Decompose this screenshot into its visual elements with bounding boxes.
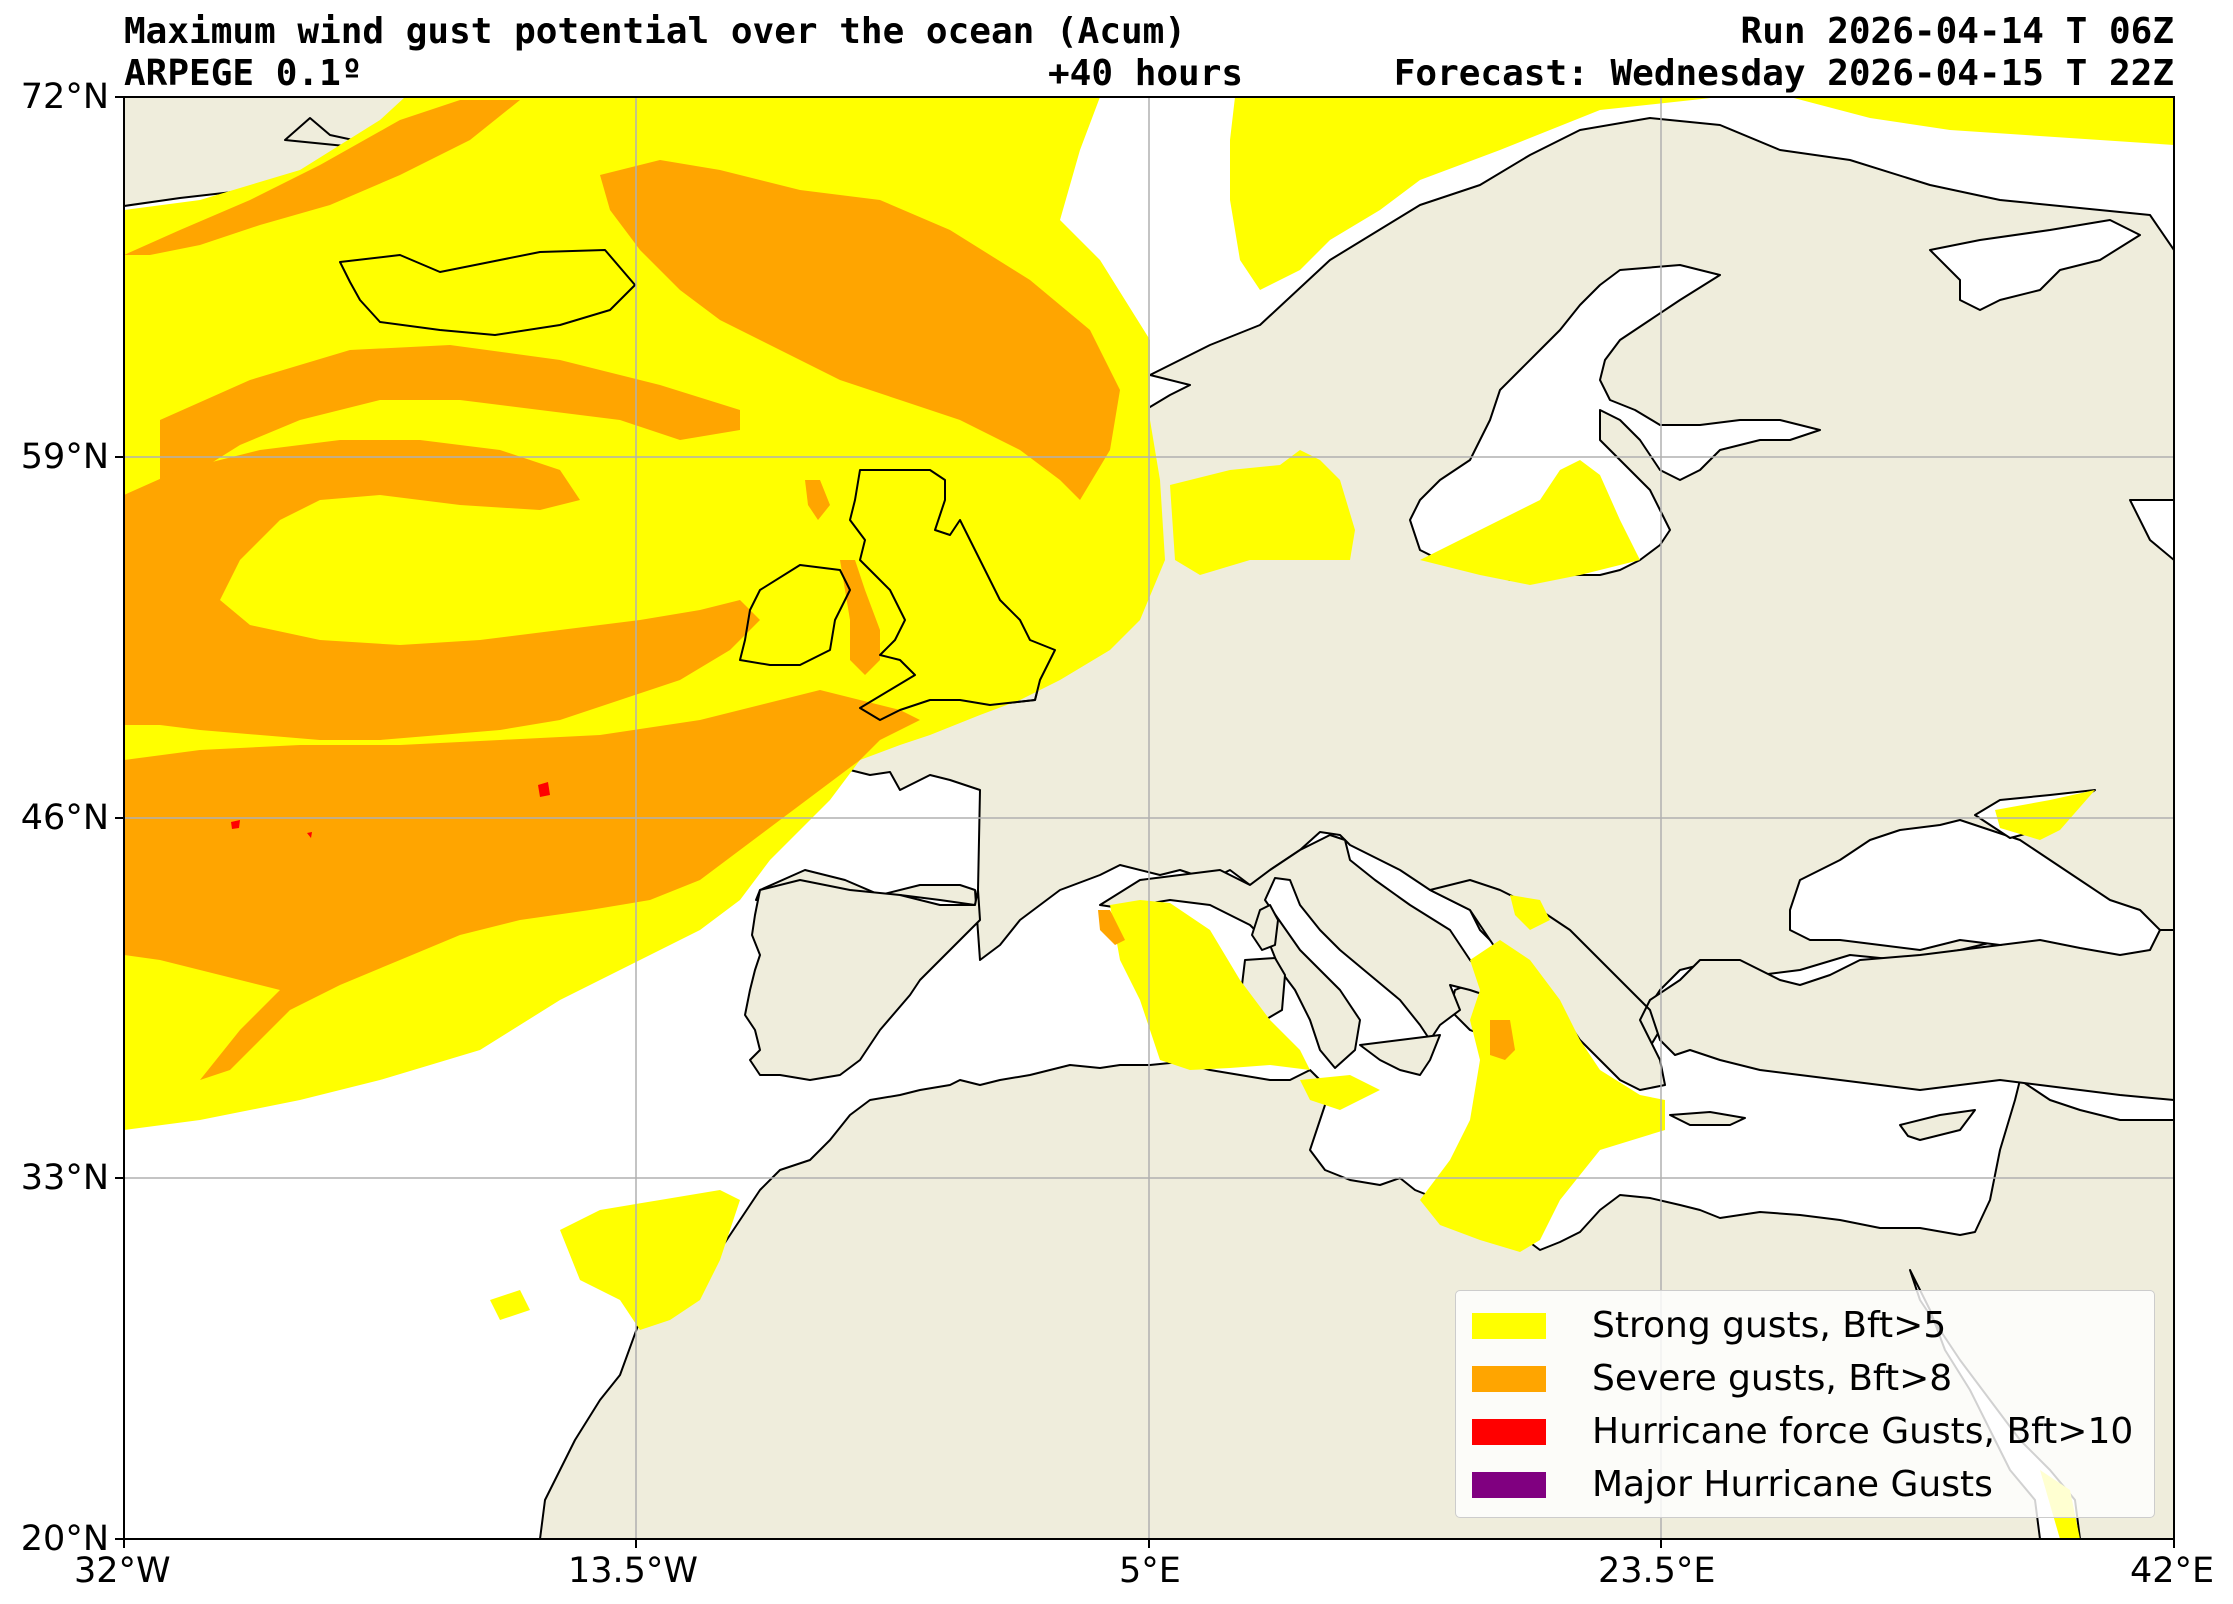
gust-severe-arc-north [124,100,520,255]
gust-strong-norway [1230,97,1720,290]
gust-strong-northeast [1790,97,2174,145]
model-name: ARPEGE 0.1º [124,53,363,94]
gust-severe-south [124,690,920,1080]
gust-strong-canaries [560,1190,740,1330]
lon-label-13-5w: 13.5°W [568,1551,699,1591]
sea-baltic [1409,264,1821,581]
lon-label-42e: 42°E [2130,1551,2215,1591]
lon-label-32w: 32°W [74,1551,171,1591]
gust-strong-baltic [1420,460,1640,585]
gust-strong-north-sea [1170,450,1355,575]
lat-label-72n: 72°N [20,77,109,117]
run-time: Run 2026-04-14 T 06Z [1740,11,2174,52]
land-iberia [744,879,981,1081]
gust-hurricane-patch-1 [538,782,550,797]
sea-caspian-edge [2129,499,2174,561]
gust-strong-tyrrhenian [1110,900,1310,1070]
legend-swatch-strong [1472,1313,1546,1339]
legend-swatch-major-hurricane [1472,1472,1546,1498]
land-crete [1669,1111,1746,1126]
map-title: Maximum wind gust potential over the oce… [124,11,1187,52]
gust-strong-canaries-2 [490,1290,530,1320]
legend-swatch-severe [1472,1366,1546,1392]
land-cyprus [1899,1109,1976,1141]
coastline-overlay [339,249,1056,721]
sea-white [1929,219,2141,311]
gust-severe-central [600,160,1120,500]
gust-severe-spiral [124,440,760,740]
forecast-time: Forecast: Wednesday 2026-04-15 T 22Z [1393,53,2174,94]
gust-hurricane-patch-2 [231,820,240,829]
land-corsica [1251,904,1279,951]
lon-label-23-5e: 23.5°E [1598,1551,1716,1591]
sea-black [1789,819,2161,956]
lat-label-59n: 59°N [20,437,109,477]
lat-label-20n: 20°N [20,1519,109,1559]
lead-time: +40 hours [1048,53,1244,94]
lat-label-33n: 33°N [20,1158,109,1198]
map-legend: Strong gusts, Bft>5 Severe gusts, Bft>8 … [1455,1290,2155,1518]
gust-strong-aegean [1510,895,1550,930]
lon-label-5e: 5°E [1119,1551,1181,1591]
gust-hurricane-patch-3 [307,832,312,838]
gust-severe-west-arm [160,345,740,480]
lat-label-46n: 46°N [20,798,109,838]
land-sicily [1359,1034,1441,1076]
gust-severe-ionian [1490,1020,1515,1060]
legend-label-strong: Strong gusts, Bft>5 [1592,1305,1947,1346]
gust-severe-tyrrhenian [1098,910,1125,945]
gust-strong-black-sea [1995,790,2095,840]
gust-severe-layer [124,100,1515,1080]
gust-strong-ionian [1420,940,1665,1252]
legend-label-major-hurricane: Major Hurricane Gusts [1592,1464,1993,1505]
legend-label-hurricane: Hurricane force Gusts, Bft>10 [1592,1411,2134,1452]
gust-strong-sicily-channel [1300,1075,1380,1110]
legend-label-severe: Severe gusts, Bft>8 [1592,1358,1953,1399]
gust-severe-scotland [805,480,830,520]
tick-marks [115,96,2175,1548]
legend-swatch-hurricane [1472,1419,1546,1445]
gust-hurricane-layer [231,782,550,838]
land-italy [1099,834,1501,1069]
